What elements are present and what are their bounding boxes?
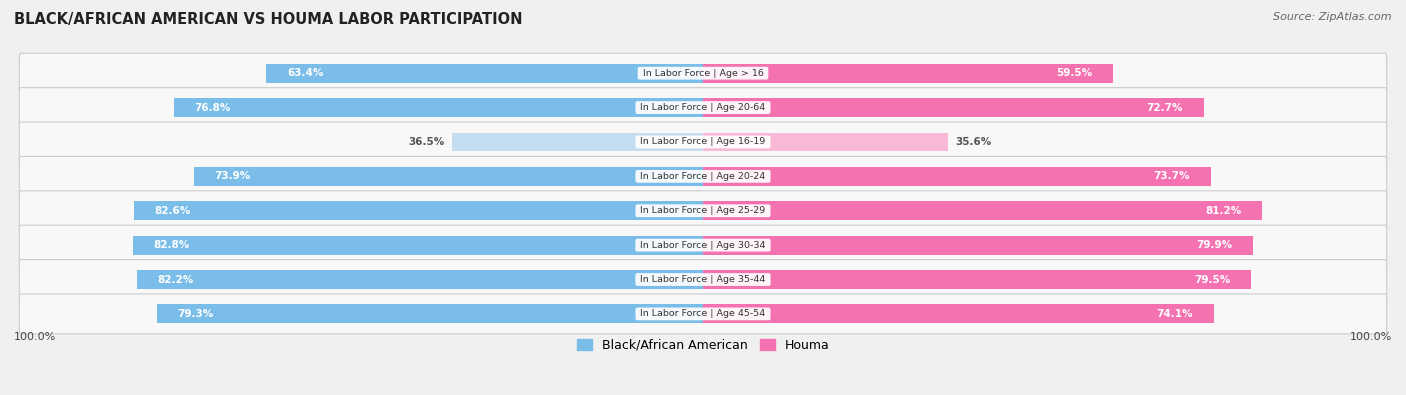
Bar — [703, 132, 948, 151]
Bar — [136, 270, 703, 289]
Text: In Labor Force | Age 25-29: In Labor Force | Age 25-29 — [637, 206, 769, 215]
Text: 82.2%: 82.2% — [157, 275, 194, 284]
Text: 73.7%: 73.7% — [1153, 171, 1189, 181]
Text: 79.9%: 79.9% — [1197, 240, 1233, 250]
FancyBboxPatch shape — [20, 122, 1386, 162]
Text: 79.5%: 79.5% — [1194, 275, 1230, 284]
Bar — [451, 132, 703, 151]
Bar — [703, 167, 1211, 186]
Text: In Labor Force | Age 16-19: In Labor Force | Age 16-19 — [637, 137, 769, 147]
Text: 63.4%: 63.4% — [287, 68, 323, 78]
FancyBboxPatch shape — [20, 225, 1386, 265]
Bar — [132, 236, 703, 255]
FancyBboxPatch shape — [20, 191, 1386, 231]
FancyBboxPatch shape — [20, 53, 1386, 93]
Text: 76.8%: 76.8% — [194, 103, 231, 113]
Text: 72.7%: 72.7% — [1147, 103, 1184, 113]
Text: 74.1%: 74.1% — [1156, 309, 1192, 319]
Bar — [703, 98, 1204, 117]
FancyBboxPatch shape — [20, 88, 1386, 128]
Text: In Labor Force | Age 20-64: In Labor Force | Age 20-64 — [637, 103, 769, 112]
Text: Source: ZipAtlas.com: Source: ZipAtlas.com — [1274, 12, 1392, 22]
Text: In Labor Force | Age 35-44: In Labor Force | Age 35-44 — [637, 275, 769, 284]
FancyBboxPatch shape — [20, 260, 1386, 299]
Text: BLACK/AFRICAN AMERICAN VS HOUMA LABOR PARTICIPATION: BLACK/AFRICAN AMERICAN VS HOUMA LABOR PA… — [14, 12, 523, 27]
Bar — [703, 270, 1251, 289]
Bar — [703, 201, 1263, 220]
Bar — [174, 98, 703, 117]
Text: 82.8%: 82.8% — [153, 240, 190, 250]
Bar — [703, 64, 1114, 83]
Bar — [134, 201, 703, 220]
Text: In Labor Force | Age 30-34: In Labor Force | Age 30-34 — [637, 241, 769, 250]
FancyBboxPatch shape — [20, 294, 1386, 334]
Text: In Labor Force | Age 45-54: In Labor Force | Age 45-54 — [637, 309, 769, 318]
Bar — [156, 305, 703, 324]
Text: 73.9%: 73.9% — [215, 171, 250, 181]
Text: 35.6%: 35.6% — [955, 137, 991, 147]
Bar — [703, 305, 1213, 324]
Text: 81.2%: 81.2% — [1205, 206, 1241, 216]
Text: 36.5%: 36.5% — [408, 137, 444, 147]
Text: 100.0%: 100.0% — [1350, 332, 1392, 342]
Text: 79.3%: 79.3% — [177, 309, 214, 319]
Text: 59.5%: 59.5% — [1056, 68, 1092, 78]
Legend: Black/African American, Houma: Black/African American, Houma — [571, 334, 835, 357]
Text: In Labor Force | Age 20-24: In Labor Force | Age 20-24 — [637, 172, 769, 181]
Text: 82.6%: 82.6% — [155, 206, 191, 216]
Text: In Labor Force | Age > 16: In Labor Force | Age > 16 — [640, 69, 766, 78]
Bar — [194, 167, 703, 186]
FancyBboxPatch shape — [20, 156, 1386, 196]
Text: 100.0%: 100.0% — [14, 332, 56, 342]
Bar — [266, 64, 703, 83]
Bar — [703, 236, 1254, 255]
